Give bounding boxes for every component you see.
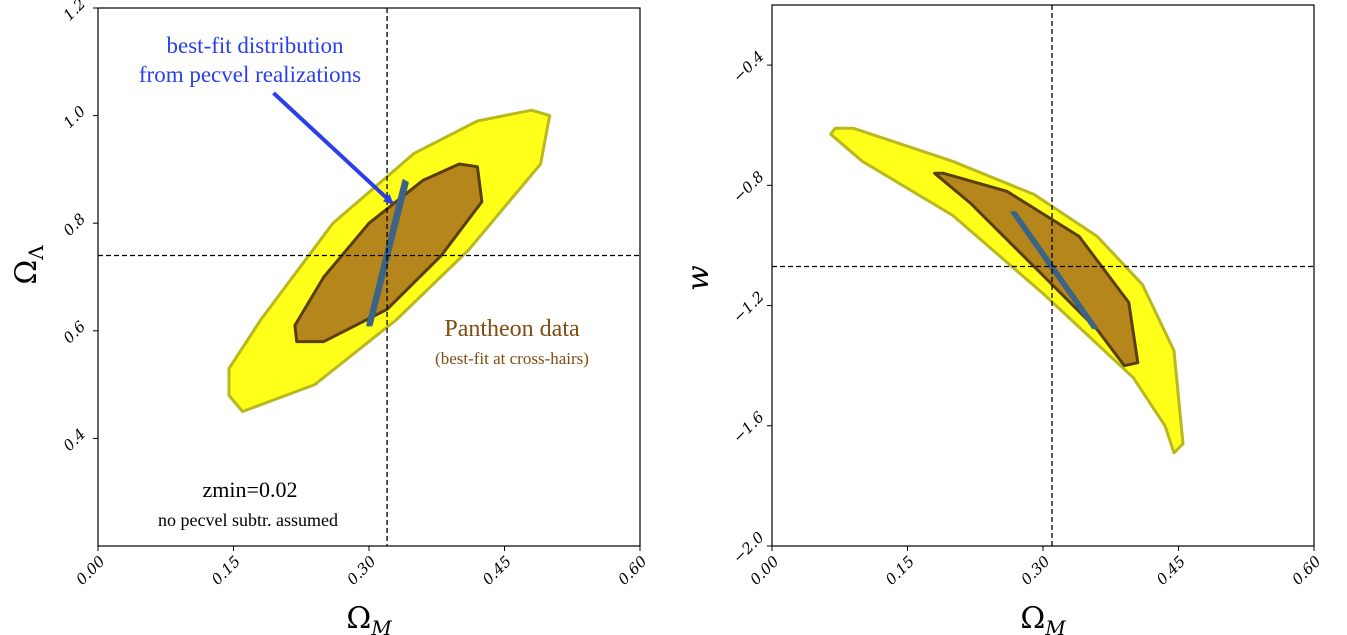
panel-right: 0.00 0.15 0.30 0.45 0.60−2.0−1.6−1.2−0.8−0.4… <box>681 4 1325 635</box>
annotation-text: (best-fit at cross-hairs) <box>435 349 589 368</box>
x-axis-label-sub: M <box>370 616 392 635</box>
y-tick-label: 0.4 <box>60 425 90 455</box>
x-tick-label: 0.45 <box>479 552 515 588</box>
y-tick-label: 1.2 <box>60 0 90 24</box>
contour-outer <box>829 126 1185 455</box>
x-axis-label: ΩM <box>1020 601 1066 635</box>
x-tick-label: 0.00 <box>72 552 109 589</box>
x-axis-label-main: Ω <box>346 601 371 635</box>
annotation-text: no pecvel subtr. assumed <box>158 510 338 530</box>
x-tick-label: 0.15 <box>882 552 918 588</box>
y-tick-label: −0.8 <box>729 168 767 206</box>
annotation-arrow <box>272 91 394 205</box>
x-axis-label-main: Ω <box>1020 601 1045 635</box>
panel-left: 0.00 0.15 0.30 0.45 0.600.40.60.81.01.2ΩMΩΛb… <box>9 0 651 635</box>
y-tick-label: 0.8 <box>60 210 90 240</box>
y-tick-label: 0.6 <box>60 317 90 347</box>
x-tick-label: 0.00 <box>746 552 783 589</box>
y-tick-label: −0.4 <box>729 47 767 85</box>
x-tick-label: 0.30 <box>1017 552 1054 589</box>
x-axis-label-sub: M <box>1044 616 1066 635</box>
y-axis-label: w <box>681 265 716 291</box>
x-tick-label: 0.30 <box>343 552 380 589</box>
x-tick-label: 0.60 <box>614 552 651 589</box>
annotation-text: Pantheon data <box>444 316 580 342</box>
contour-pecvel <box>1010 211 1099 330</box>
x-tick-label: 0.15 <box>208 552 244 588</box>
y-tick-label: 1.0 <box>60 102 90 132</box>
y-axis-label: ΩΛ <box>9 245 48 285</box>
y-tick-label: −1.6 <box>729 408 768 447</box>
y-axis-label-main: w <box>681 265 716 291</box>
annotation-text: from pecvel realizations <box>139 62 361 87</box>
x-tick-label: 0.45 <box>1153 552 1189 588</box>
y-axis-label-sub: Λ <box>24 245 48 261</box>
y-axis-label-main: Ω <box>9 260 44 285</box>
y-tick-label: −1.2 <box>729 288 767 326</box>
x-tick-label: 0.60 <box>1288 552 1325 589</box>
x-axis-label: ΩM <box>346 601 392 635</box>
annotation-text: best-fit distribution <box>167 33 344 58</box>
annotation-text: zmin=0.02 <box>203 477 298 502</box>
